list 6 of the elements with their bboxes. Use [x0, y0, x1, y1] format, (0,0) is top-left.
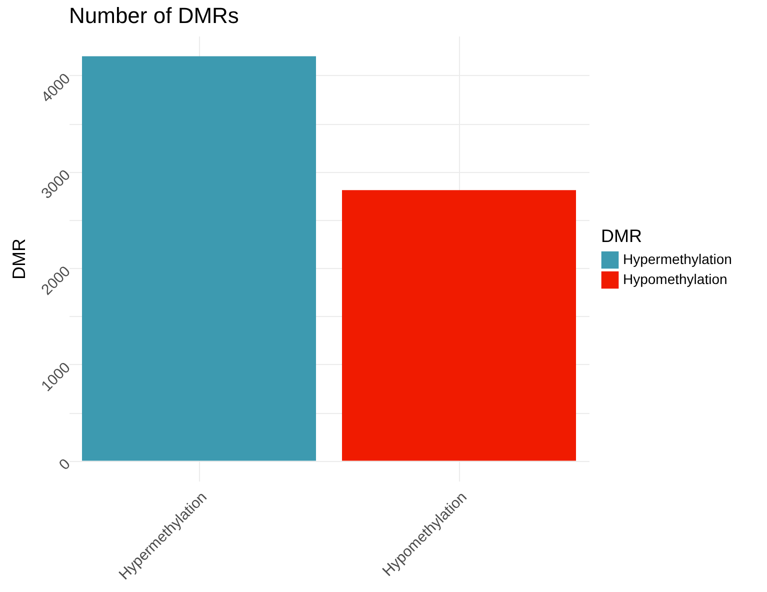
legend-label: Hypermethylation: [623, 251, 732, 267]
chart-title: Number of DMRs: [69, 3, 239, 28]
legend-label: Hypomethylation: [623, 271, 728, 287]
legend-title: DMR: [601, 226, 642, 246]
y-tick-label: 0: [56, 456, 74, 474]
y-axis-title: DMR: [8, 238, 29, 280]
